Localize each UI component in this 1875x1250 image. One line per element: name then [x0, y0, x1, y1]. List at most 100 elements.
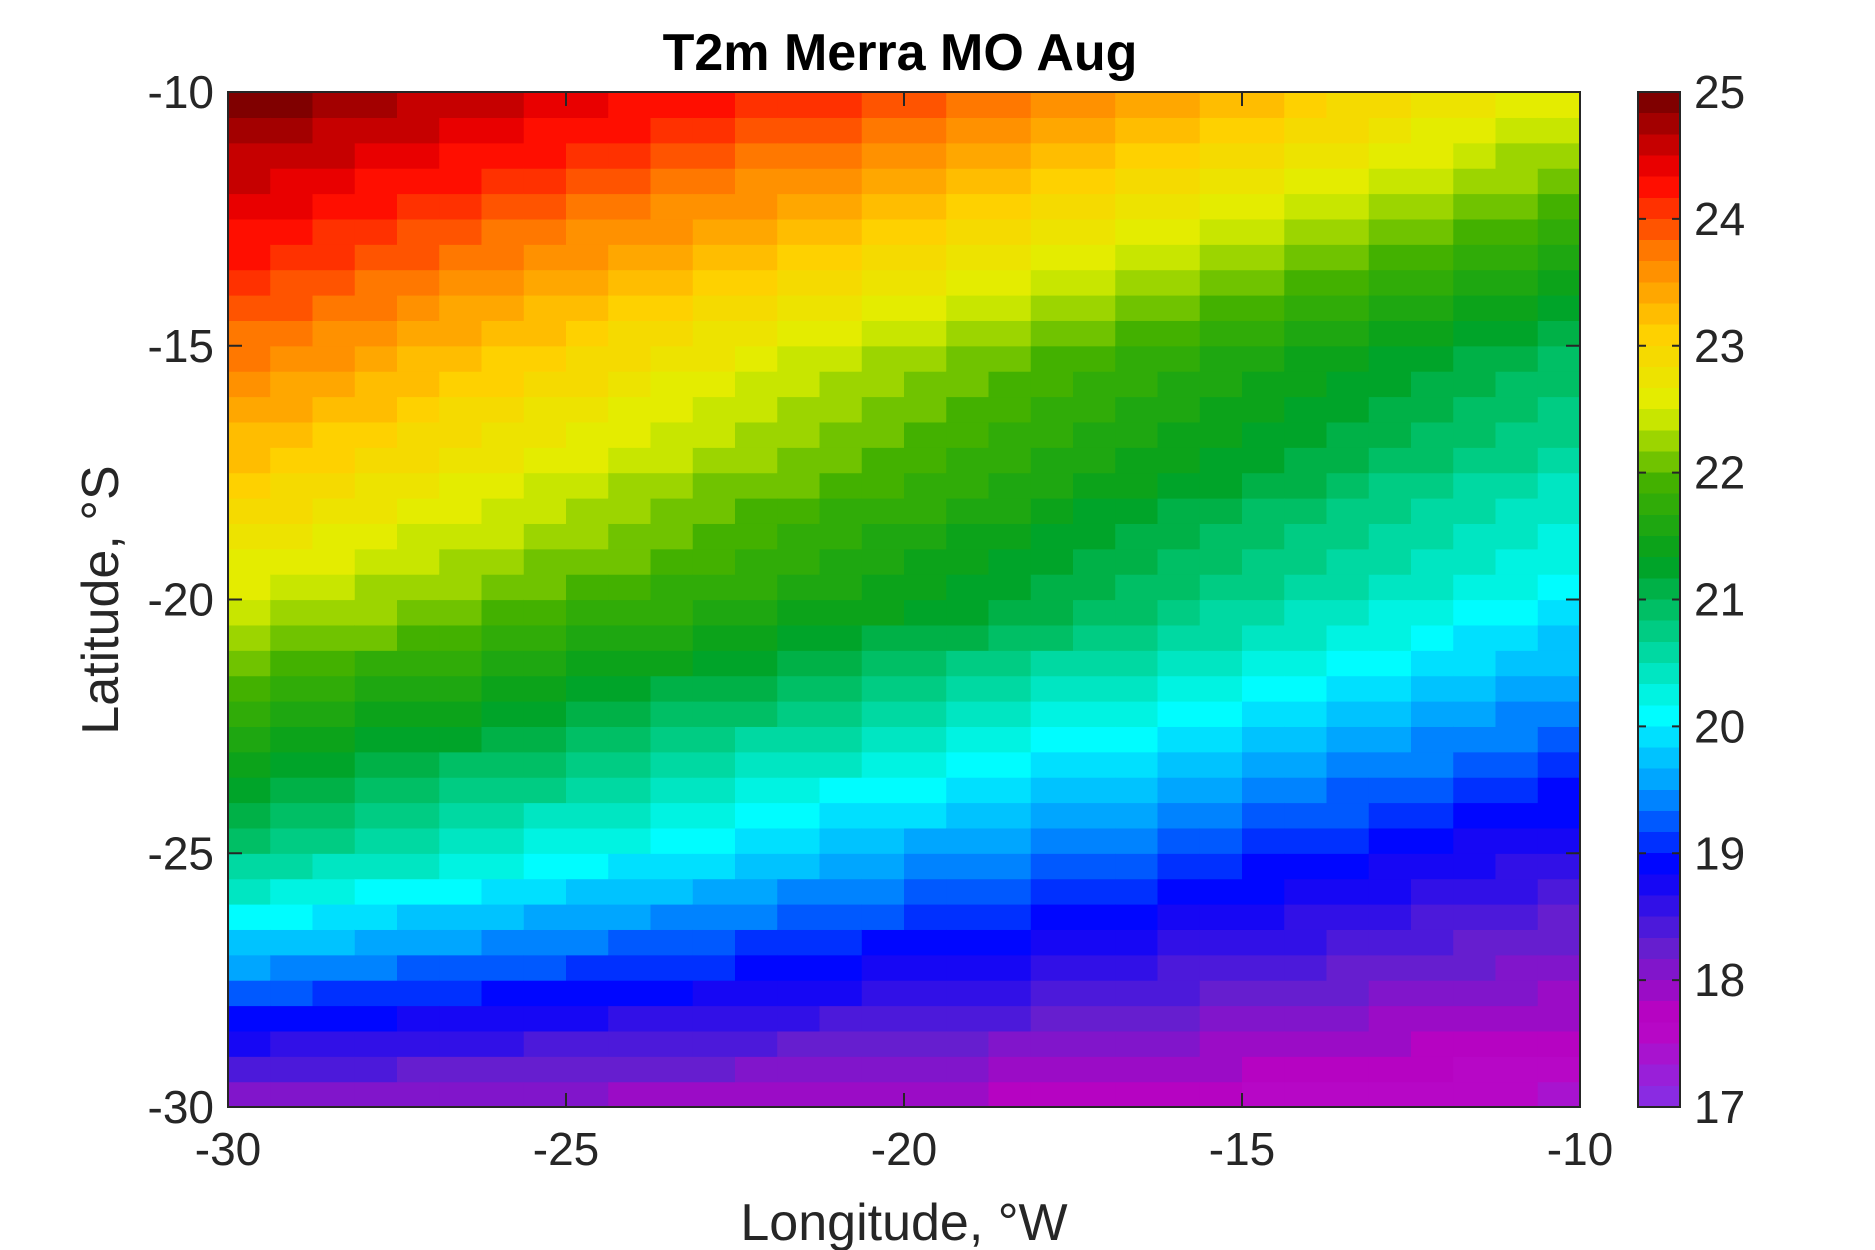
- heatmap-cell: [1199, 574, 1243, 601]
- heatmap-cell: [1368, 523, 1412, 550]
- heatmap-cell: [397, 980, 440, 1007]
- heatmap-cell: [861, 954, 905, 981]
- heatmap-cell: [1368, 751, 1412, 778]
- heatmap-cell: [354, 1030, 398, 1057]
- heatmap-cell: [1411, 498, 1454, 524]
- heatmap-cell: [312, 599, 356, 626]
- heatmap-cell: [735, 523, 778, 550]
- heatmap-cell: [1495, 1056, 1539, 1083]
- heatmap-cell: [523, 396, 567, 423]
- heatmap-cell: [1495, 675, 1539, 702]
- heatmap-cell: [228, 624, 271, 651]
- heatmap-cell: [1030, 168, 1074, 195]
- heatmap-cell: [1537, 447, 1581, 474]
- heatmap-cell: [1537, 751, 1581, 778]
- heatmap-cell: [228, 193, 271, 220]
- heatmap-cell: [819, 1030, 863, 1057]
- heatmap-cell: [1157, 777, 1201, 804]
- heatmap-cell: [1495, 574, 1539, 601]
- heatmap-cell: [692, 218, 736, 245]
- heatmap-cell: [735, 218, 778, 245]
- heatmap-cell: [228, 218, 271, 245]
- heatmap-cell: [354, 624, 398, 651]
- heatmap-cell: [819, 1056, 863, 1083]
- heatmap-cell: [1537, 624, 1581, 651]
- heatmap-cell: [819, 472, 863, 499]
- heatmap-cell: [397, 320, 440, 347]
- heatmap-cell: [1326, 117, 1370, 144]
- heatmap-cell: [1453, 624, 1497, 651]
- heatmap-cell: [354, 269, 398, 296]
- heatmap-cell: [777, 142, 821, 169]
- heatmap-cell: [523, 675, 567, 702]
- heatmap-cell: [692, 371, 736, 398]
- heatmap-cell: [819, 777, 863, 804]
- heatmap-cell: [1368, 726, 1412, 753]
- heatmap-cell: [523, 777, 567, 804]
- heatmap-cell: [312, 650, 356, 677]
- heatmap-cell: [1368, 548, 1412, 575]
- heatmap-cell: [1199, 777, 1243, 804]
- heatmap-cell: [228, 142, 271, 169]
- heatmap-cell: [608, 320, 652, 347]
- heatmap-cell: [650, 168, 694, 195]
- heatmap-cell: [270, 802, 314, 829]
- heatmap-cell: [354, 726, 398, 753]
- heatmap-cell: [1073, 168, 1116, 195]
- heatmap-cell: [1073, 701, 1116, 727]
- heatmap-cell: [1284, 269, 1328, 296]
- heatmap-cell: [1284, 701, 1328, 727]
- heatmap-cell: [1073, 954, 1116, 981]
- heatmap-cell: [523, 168, 567, 195]
- heatmap-cell: [270, 142, 314, 169]
- heatmap-cell: [1199, 142, 1243, 169]
- heatmap-cell: [228, 548, 271, 575]
- heatmap-cell: [1115, 244, 1159, 271]
- heatmap-cell: [650, 117, 694, 144]
- heatmap-cell: [1537, 218, 1581, 245]
- heatmap-cell: [735, 878, 778, 905]
- heatmap-cell: [312, 624, 356, 651]
- heatmap-cell: [1411, 827, 1454, 854]
- heatmap-cell: [988, 523, 1032, 550]
- heatmap-cell: [946, 827, 990, 854]
- heatmap-cell: [819, 244, 863, 271]
- heatmap-cell: [1495, 777, 1539, 804]
- heatmap-cell: [1115, 599, 1159, 626]
- heatmap-cell: [777, 371, 821, 398]
- heatmap-cell: [1073, 878, 1116, 905]
- heatmap-cell: [988, 751, 1032, 778]
- heatmap-cell: [1199, 447, 1243, 474]
- heatmap-cell: [608, 1081, 652, 1108]
- heatmap-cell: [1411, 878, 1454, 905]
- heatmap-cell: [354, 574, 398, 601]
- heatmap-cell: [988, 117, 1032, 144]
- heatmap-cell: [397, 498, 440, 524]
- heatmap-cell: [904, 624, 947, 651]
- heatmap-cell: [1326, 675, 1370, 702]
- heatmap-cell: [988, 320, 1032, 347]
- heatmap-cell: [1537, 650, 1581, 677]
- heatmap-cell: [1453, 421, 1497, 448]
- heatmap-cell: [439, 599, 483, 626]
- heatmap-cell: [228, 117, 271, 144]
- heatmap-cell: [735, 777, 778, 804]
- heatmap-cell: [861, 218, 905, 245]
- heatmap-cell: [354, 142, 398, 169]
- heatmap-cell: [566, 599, 609, 626]
- heatmap-cell: [735, 295, 778, 321]
- heatmap-cell: [735, 142, 778, 169]
- heatmap-cell: [692, 320, 736, 347]
- heatmap-cell: [650, 396, 694, 423]
- heatmap-cell: [312, 548, 356, 575]
- heatmap-cell: [439, 142, 483, 169]
- heatmap-cell: [566, 802, 609, 829]
- heatmap-cell: [397, 1056, 440, 1083]
- heatmap-cell: [270, 827, 314, 854]
- heatmap-cell: [1537, 472, 1581, 499]
- heatmap-cell: [566, 421, 609, 448]
- heatmap-cell: [1368, 244, 1412, 271]
- heatmap-cell: [1453, 1005, 1497, 1032]
- heatmap-cell: [566, 142, 609, 169]
- heatmap-cell: [1495, 980, 1539, 1007]
